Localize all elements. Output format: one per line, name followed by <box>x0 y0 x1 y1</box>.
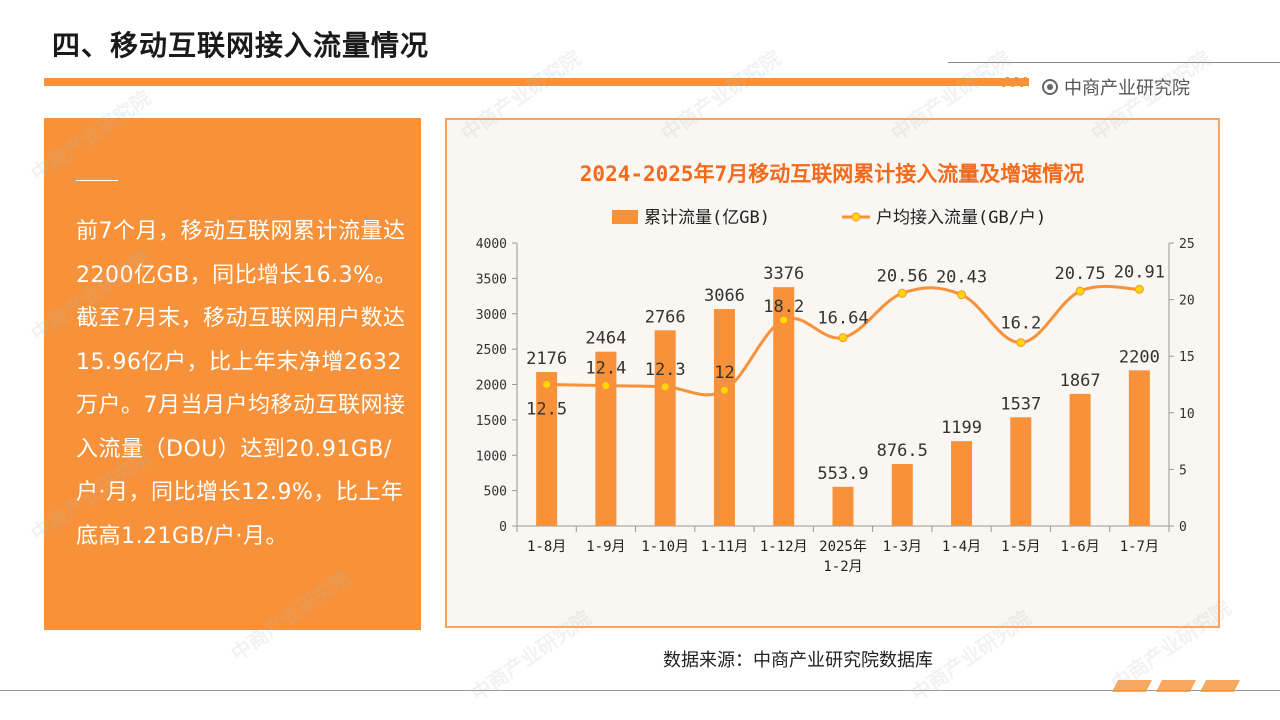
bar-label: 2766 <box>645 307 686 327</box>
x-tick-label: 1-7月 <box>1120 539 1159 555</box>
x-tick-label: 1-6月 <box>1060 539 1099 555</box>
line-point <box>838 333 848 343</box>
x-tick-label: 1-8月 <box>527 539 566 555</box>
brand-logo: 中商产业研究院 <box>1042 74 1190 100</box>
left-tick-label: 4000 <box>476 237 507 252</box>
bar-label: 876.5 <box>877 441 928 461</box>
line-label: 12.4 <box>585 359 626 379</box>
x-tick-label: 1-11月 <box>701 539 749 555</box>
right-tick-label: 25 <box>1179 237 1195 252</box>
x-tick-label: 1-2月 <box>823 559 862 575</box>
line-point <box>1134 284 1144 294</box>
line-point <box>1016 338 1026 348</box>
line-point <box>719 385 729 395</box>
bar-label: 3376 <box>763 264 804 284</box>
legend-label: 累计流量(亿GB) <box>644 208 770 228</box>
summary-text: 前7个月，移动互联网累计流量达2200亿GB，同比增长16.3%。截至7月末，移… <box>76 219 406 549</box>
line-label: 18.2 <box>763 297 804 317</box>
right-tick-label: 5 <box>1179 463 1187 478</box>
x-tick-label: 1-10月 <box>641 539 689 555</box>
legend-label: 户均接入流量(GB/户) <box>876 208 1046 228</box>
line-point <box>542 380 552 389</box>
line-point <box>957 290 967 300</box>
bar-label: 1537 <box>1000 394 1041 414</box>
line-label: 20.43 <box>936 268 987 288</box>
bar <box>951 441 973 526</box>
bar <box>891 463 913 526</box>
brand-dot-icon <box>1042 79 1058 95</box>
brand-name: 中商产业研究院 <box>1064 78 1190 99</box>
summary-rule <box>76 180 118 181</box>
bar-label: 553.9 <box>817 464 868 484</box>
left-tick-label: 1500 <box>476 414 507 429</box>
right-tick-label: 10 <box>1179 407 1195 422</box>
bar-label: 1867 <box>1060 371 1101 391</box>
right-tick-label: 20 <box>1179 294 1195 309</box>
bar <box>1010 417 1032 526</box>
line-label: 16.64 <box>817 309 868 329</box>
line-point <box>897 288 907 298</box>
line-point <box>1075 286 1085 296</box>
line-label: 20.75 <box>1054 264 1105 284</box>
x-tick-label: 1-3月 <box>883 539 922 555</box>
footer-divider <box>0 690 1280 691</box>
line-label: 20.91 <box>1114 262 1165 282</box>
line-point <box>601 381 611 391</box>
left-tick-label: 500 <box>484 485 507 500</box>
left-tick-label: 0 <box>499 520 507 535</box>
legend-line-marker <box>851 212 861 222</box>
left-tick-label: 2500 <box>476 343 507 358</box>
bar-label: 2200 <box>1119 347 1160 367</box>
bar-label: 2464 <box>585 329 626 349</box>
bar <box>595 351 617 526</box>
summary-panel: 前7个月，移动互联网累计流量达2200亿GB，同比增长16.3%。截至7月末，移… <box>44 118 421 630</box>
bar <box>773 287 795 526</box>
line-point <box>779 315 789 325</box>
bar <box>1069 393 1091 526</box>
data-source: 数据来源：中商产业研究院数据库 <box>663 650 933 671</box>
stripes-decoration <box>1002 77 1027 87</box>
bar <box>536 372 558 526</box>
line-label: 12.5 <box>526 400 567 420</box>
bar-label: 3066 <box>704 286 745 306</box>
chart-title: 2024-2025年7月移动互联网累计接入流量及增速情况 <box>580 162 1084 186</box>
line-label: 20.56 <box>877 266 928 286</box>
x-tick-label: 1-9月 <box>586 539 625 555</box>
bar-label: 2176 <box>526 349 567 369</box>
bar <box>654 330 676 526</box>
right-tick-label: 0 <box>1179 520 1187 535</box>
header-divider <box>948 62 1280 63</box>
line-label: 12.3 <box>645 360 686 380</box>
title-accent-bar <box>44 78 1029 86</box>
legend-bar-swatch <box>612 210 638 224</box>
page-title: 四、移动互联网接入流量情况 <box>52 29 430 62</box>
bar <box>832 486 854 526</box>
footer-stripes-decoration <box>1112 680 1240 692</box>
line-label: 16.2 <box>1000 314 1041 334</box>
line-label: 12 <box>714 363 734 383</box>
x-tick-label: 1-5月 <box>1001 539 1040 555</box>
x-tick-label: 1-4月 <box>942 539 981 555</box>
left-tick-label: 3500 <box>476 272 507 287</box>
x-tick-label: 1-12月 <box>760 539 808 555</box>
left-tick-label: 2000 <box>476 379 507 394</box>
bar-label: 1199 <box>941 418 982 438</box>
chart-container: 2024-2025年7月移动互联网累计接入流量及增速情况累计流量(亿GB) 户均接… <box>445 118 1220 628</box>
right-tick-label: 15 <box>1179 350 1195 365</box>
left-tick-label: 1000 <box>476 449 507 464</box>
line-point <box>660 382 670 392</box>
bar <box>1128 370 1150 526</box>
bar <box>713 309 735 526</box>
left-tick-label: 3000 <box>476 308 507 323</box>
x-tick-label: 2025年 <box>819 539 867 555</box>
